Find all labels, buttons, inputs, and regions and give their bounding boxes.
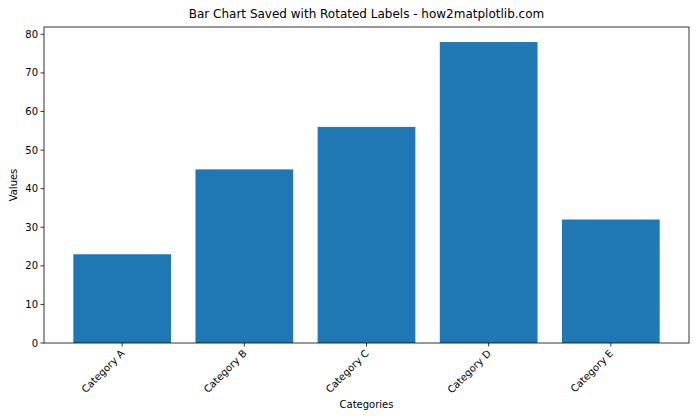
y-tick-label: 80 <box>25 29 38 40</box>
y-tick <box>41 111 45 112</box>
y-tick <box>41 34 45 35</box>
bars <box>73 42 659 343</box>
chart-svg: 0 10 20 30 40 50 60 70 80 Category A Category B Cat… <box>0 0 700 420</box>
y-tick <box>41 265 45 266</box>
y-tick <box>41 150 45 151</box>
y-tick-label: 10 <box>25 299 38 310</box>
y-tick <box>41 304 45 305</box>
y-tick <box>41 72 45 73</box>
x-tick-label: Category E <box>568 348 615 395</box>
bar <box>562 220 660 343</box>
y-tick <box>41 343 45 344</box>
bar <box>73 254 171 343</box>
x-tick <box>610 343 611 347</box>
y-tick-label: 30 <box>25 222 38 233</box>
x-tick <box>122 343 123 347</box>
plot-frame <box>44 27 689 343</box>
x-tick-label: Category C <box>324 348 371 395</box>
x-tick <box>488 343 489 347</box>
x-tick-label: Category A <box>79 348 126 395</box>
y-tick-label: 40 <box>25 183 38 194</box>
y-tick-label: 50 <box>25 145 38 156</box>
y-tick <box>41 188 45 189</box>
chart-container: 0 10 20 30 40 50 60 70 80 Category A Category B Cat… <box>0 0 700 420</box>
x-tick <box>366 343 367 347</box>
x-tick-label: Category D <box>445 347 493 395</box>
bar <box>195 169 293 343</box>
y-tick-label: 70 <box>25 67 38 78</box>
y-tick <box>41 227 45 228</box>
y-tick-label: 60 <box>25 106 38 117</box>
bar <box>440 42 538 343</box>
y-axis-label: Values <box>8 169 19 202</box>
x-tick-label: Category B <box>202 348 249 395</box>
x-axis-label: Categories <box>340 399 394 410</box>
y-tick-label: 20 <box>25 260 38 271</box>
x-tick <box>244 343 245 347</box>
chart-title: Bar Chart Saved with Rotated Labels - ho… <box>189 7 544 21</box>
bar <box>318 127 416 343</box>
page: {"chart_data": {"type": "bar", "title": … <box>0 0 700 420</box>
y-tick-label: 0 <box>32 338 38 349</box>
